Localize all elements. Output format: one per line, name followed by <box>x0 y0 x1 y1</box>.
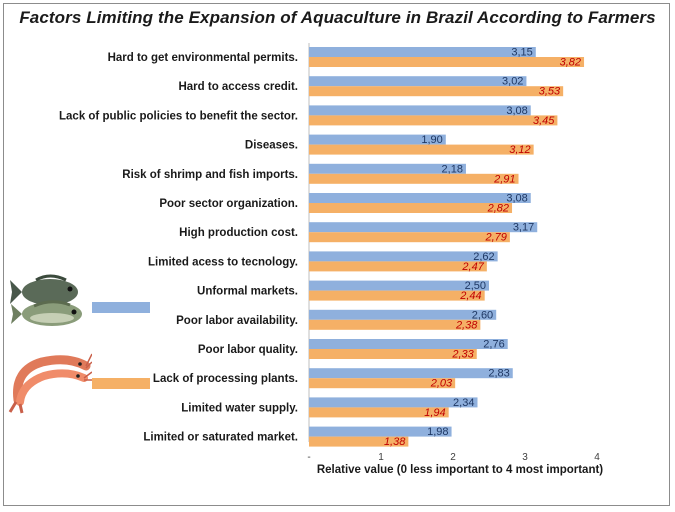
data-label-shrimp: 3,82 <box>560 57 581 69</box>
data-label-fish: 2,18 <box>442 163 463 175</box>
bar-fish <box>309 105 531 116</box>
data-label-shrimp: 3,53 <box>539 86 561 98</box>
bar-shrimp <box>309 290 485 301</box>
data-label-shrimp: 2,91 <box>493 173 515 185</box>
bar-shrimp <box>309 378 456 389</box>
data-label-fish: 3,08 <box>506 105 527 117</box>
data-label-fish: 3,17 <box>513 222 534 234</box>
x-axis-label: Relative value (0 less important to 4 mo… <box>316 464 604 476</box>
bar-shrimp <box>309 173 519 184</box>
x-tick-label: 3 <box>522 452 528 463</box>
data-label-shrimp: 2,03 <box>430 378 453 390</box>
bar-shrimp <box>309 232 510 243</box>
category-label: Hard to get environmental permits. <box>108 52 298 64</box>
bar-fish <box>309 134 446 145</box>
bar-fish <box>309 426 452 437</box>
data-label-fish: 2,50 <box>465 280 486 292</box>
x-tick-label: - <box>307 452 310 463</box>
bar-shrimp <box>309 144 534 155</box>
category-label: Poor labor availability. <box>176 315 298 327</box>
bar-shrimp <box>309 86 564 97</box>
bar-shrimp <box>309 349 477 359</box>
category-label: Diseases. <box>245 140 298 152</box>
data-label-fish: 2,60 <box>472 309 493 321</box>
data-label-shrimp: 2,47 <box>461 261 484 273</box>
data-label-shrimp: 2,38 <box>455 319 478 331</box>
bar-fish <box>309 76 527 87</box>
category-label: High production cost. <box>179 227 298 239</box>
bar-fish <box>309 309 497 320</box>
legend-swatch-shrimp <box>92 378 150 389</box>
bar-shrimp <box>309 319 481 330</box>
data-label-fish: 3,15 <box>511 47 532 59</box>
category-label: Poor sector organization. <box>159 198 298 210</box>
category-label: Poor labor quality. <box>198 344 298 356</box>
data-label-shrimp: 2,82 <box>487 203 509 215</box>
data-label-shrimp: 2,33 <box>451 349 474 361</box>
data-label-shrimp: 3,12 <box>509 144 530 156</box>
x-tick-label: 1 <box>378 452 384 463</box>
bar-fish <box>309 397 478 408</box>
bar-shrimp <box>309 57 585 67</box>
data-label-shrimp: 2,44 <box>459 290 481 302</box>
data-label-fish: 2,83 <box>488 368 509 380</box>
data-label-fish: 2,34 <box>453 397 474 409</box>
bar-shrimp <box>309 115 558 126</box>
data-label-fish: 1,98 <box>427 426 448 438</box>
bar-fish <box>309 47 536 57</box>
fish-icon <box>10 274 82 326</box>
category-label: Limited acess to tecnology. <box>148 256 298 268</box>
shrimp-icon <box>8 353 92 414</box>
data-label-shrimp: 3,45 <box>533 115 555 127</box>
data-label-fish: 3,08 <box>506 193 527 205</box>
x-tick-label: 4 <box>594 452 600 463</box>
bar-fish <box>309 280 489 291</box>
legend-swatch-fish <box>92 302 150 313</box>
data-label-fish: 1,90 <box>421 134 442 146</box>
data-label-fish: 3,02 <box>502 76 523 88</box>
data-label-shrimp: 2,79 <box>484 232 506 244</box>
bar-fish <box>309 251 498 262</box>
category-label: Lack of processing plants. <box>153 373 298 385</box>
bar-fish <box>309 222 538 233</box>
category-label: Limited or saturated market. <box>143 432 298 444</box>
category-label: Unformal markets. <box>197 286 298 298</box>
bar-shrimp <box>309 407 449 418</box>
bar-fish <box>309 163 466 174</box>
bar-shrimp <box>309 203 513 213</box>
data-label-shrimp: 1,94 <box>424 407 445 419</box>
category-label: Limited water supply. <box>181 402 298 414</box>
category-label: Hard to access credit. <box>178 81 298 93</box>
bar-fish <box>309 339 508 349</box>
bar-shrimp <box>309 261 487 272</box>
data-label-fish: 2,62 <box>473 251 494 263</box>
category-label: Lack of public policies to benefit the s… <box>59 110 298 122</box>
bar-shrimp <box>309 436 409 447</box>
data-label-fish: 2,76 <box>483 339 504 351</box>
chart-title: Factors Limiting the Expansion of Aquacu… <box>19 8 656 27</box>
data-label-shrimp: 1,38 <box>384 436 406 448</box>
category-label: Risk of shrimp and fish imports. <box>122 169 298 181</box>
bar-fish <box>309 193 531 203</box>
bar-fish <box>309 368 513 379</box>
x-tick-label: 2 <box>450 452 456 463</box>
